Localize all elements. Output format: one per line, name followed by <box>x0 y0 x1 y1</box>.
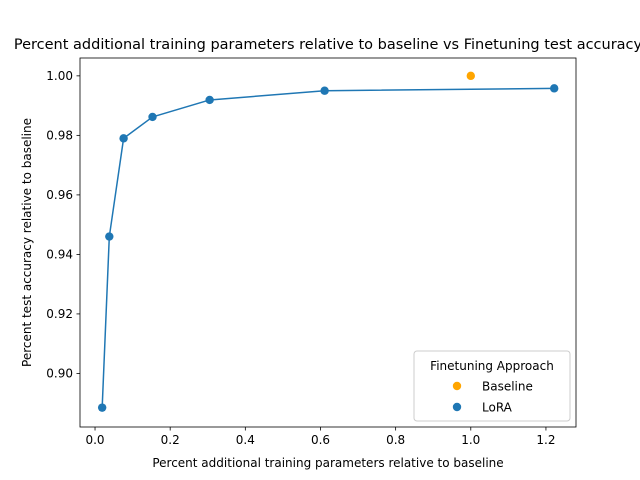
lora-point <box>119 134 128 143</box>
legend-entries: Baseline LoRA <box>452 379 533 414</box>
lora-point <box>105 232 114 241</box>
lora-point <box>320 86 329 95</box>
x-tick-label: 1.0 <box>461 433 480 447</box>
legend-entry-label: LoRA <box>482 400 513 414</box>
x-tick-label: 0.6 <box>311 433 330 447</box>
axes-frame <box>79 57 577 428</box>
y-tick-label: 0.98 <box>46 129 73 143</box>
y-tick-label: 0.96 <box>46 188 73 202</box>
lora-point <box>550 84 559 93</box>
x-tick-label: 0.2 <box>161 433 180 447</box>
lora-point <box>148 112 157 122</box>
legend: Finetuning Approach Baseline LoRA <box>413 350 571 422</box>
x-tick-label: 1.2 <box>536 433 555 447</box>
y-tick-label: 0.90 <box>46 367 73 381</box>
y-tick-label: 0.92 <box>46 307 73 321</box>
legend-box <box>413 350 571 422</box>
x-tick-label: 0.8 <box>386 433 405 447</box>
chart-title: Percent additional training parameters r… <box>14 37 640 53</box>
legend-title: Finetuning Approach <box>430 359 554 373</box>
lora-point <box>205 95 214 105</box>
lora-point <box>97 403 107 412</box>
y-axis-label: Percent test accuracy relative to baseli… <box>20 118 34 367</box>
data-layer <box>97 71 559 412</box>
y-tick-label: 0.94 <box>46 248 73 262</box>
x-tick-label: 0.4 <box>236 433 255 447</box>
legend-marker <box>452 402 462 412</box>
legend-entry-label: Baseline <box>482 379 533 393</box>
y-tick-label: 1.00 <box>46 69 73 83</box>
baseline-point <box>466 71 475 81</box>
x-axis-label: Percent additional training parameters r… <box>152 456 503 470</box>
x-tick-label: 0.0 <box>85 433 104 447</box>
ticks-layer: 0.0 0.2 0.4 0.6 0.8 1.0 1.2 0.90 0.92 0.94 0.96 0.9… <box>46 69 555 447</box>
legend-marker <box>452 381 462 391</box>
